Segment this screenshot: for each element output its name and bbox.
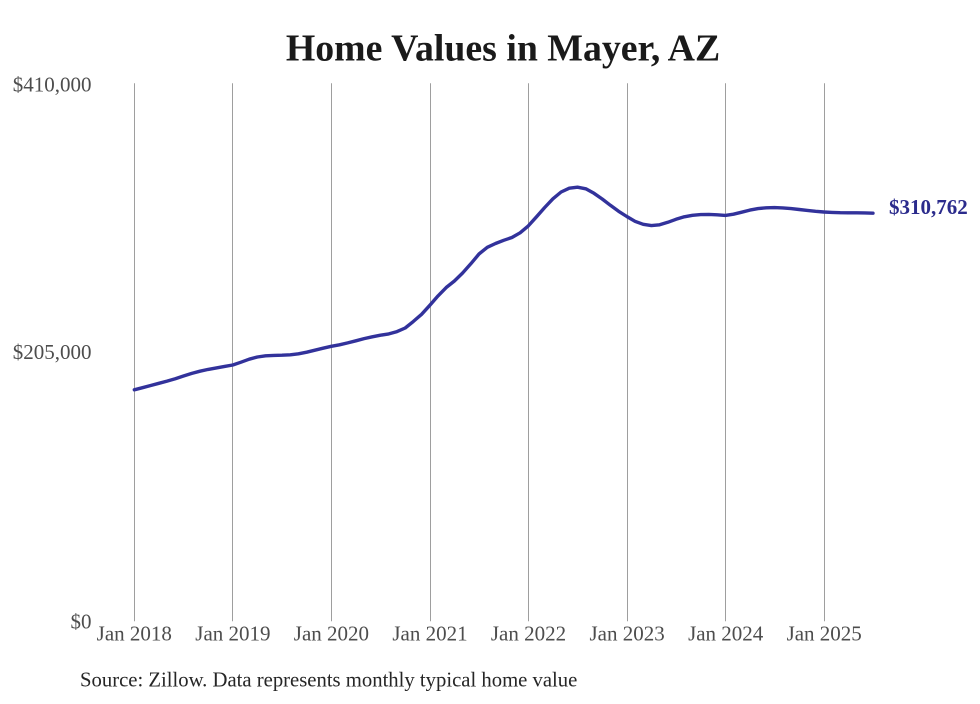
svg-text:Jan 2021: Jan 2021	[392, 622, 467, 646]
svg-text:Jan 2025: Jan 2025	[787, 622, 862, 646]
svg-text:$410,000: $410,000	[13, 73, 92, 97]
svg-text:Jan 2024: Jan 2024	[688, 622, 764, 646]
svg-text:Source: Zillow. Data represent: Source: Zillow. Data represents monthly …	[80, 670, 577, 692]
svg-text:$0: $0	[71, 610, 92, 634]
svg-text:$310,762: $310,762	[889, 195, 968, 219]
svg-text:Jan 2018: Jan 2018	[97, 622, 172, 646]
svg-text:Jan 2020: Jan 2020	[294, 622, 369, 646]
svg-text:Jan 2023: Jan 2023	[589, 622, 664, 646]
svg-text:Home Values in Mayer, AZ: Home Values in Mayer, AZ	[286, 27, 720, 69]
svg-text:Jan 2022: Jan 2022	[491, 622, 566, 646]
svg-text:Jan 2019: Jan 2019	[195, 622, 270, 646]
svg-text:$205,000: $205,000	[13, 340, 92, 364]
